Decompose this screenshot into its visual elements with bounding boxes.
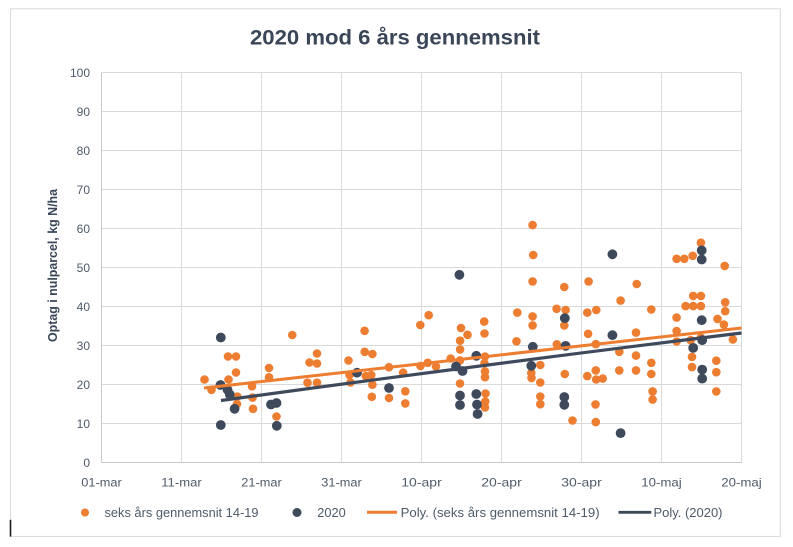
svg-text:10-maj: 10-maj — [641, 476, 682, 490]
svg-text:21-mar: 21-mar — [241, 476, 282, 490]
svg-text:90: 90 — [77, 105, 91, 119]
svg-text:10: 10 — [77, 417, 91, 431]
svg-text:Poly. (2020): Poly. (2020) — [654, 506, 723, 520]
svg-text:2020 mod 6 års gennemsnit: 2020 mod 6 års gennemsnit — [250, 27, 540, 50]
svg-text:70: 70 — [77, 183, 91, 197]
svg-text:Optag i nulparcel, kg N/ha: Optag i nulparcel, kg N/ha — [46, 188, 60, 342]
svg-text:seks års gennemsnit 14-19: seks års gennemsnit 14-19 — [105, 506, 259, 520]
svg-text:30: 30 — [77, 339, 91, 353]
svg-text:20-apr: 20-apr — [481, 476, 522, 490]
svg-text:100: 100 — [70, 66, 90, 80]
svg-text:31-mar: 31-mar — [321, 476, 362, 490]
svg-text:Poly. (seks års gennemsnit 14-: Poly. (seks års gennemsnit 14-19) — [401, 506, 600, 520]
svg-text:11-mar: 11-mar — [161, 476, 202, 490]
svg-text:60: 60 — [77, 222, 91, 236]
svg-text:40: 40 — [77, 300, 91, 314]
svg-text:30-apr: 30-apr — [561, 476, 602, 490]
svg-text:01-mar: 01-mar — [81, 476, 122, 490]
svg-text:20: 20 — [77, 378, 91, 392]
svg-text:10-apr: 10-apr — [401, 476, 442, 490]
svg-text:80: 80 — [77, 144, 91, 158]
svg-text:2020: 2020 — [317, 506, 346, 520]
svg-text:20-maj: 20-maj — [721, 476, 762, 490]
svg-text:50: 50 — [77, 261, 91, 275]
svg-text:0: 0 — [83, 456, 90, 470]
